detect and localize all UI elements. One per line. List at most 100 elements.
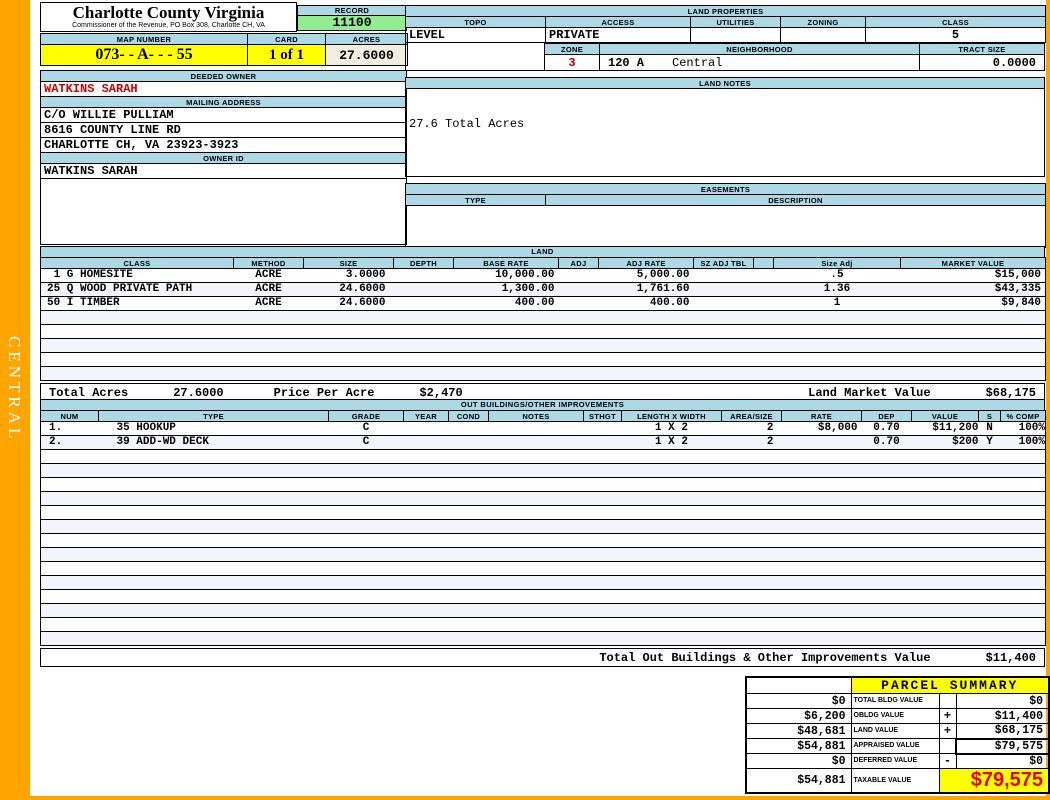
out-buildings-table: NUM TYPE GRADE YEAR COND NOTES STHGT LEN… (40, 410, 1046, 646)
parcel-summary-row: $6,200 OBLDG VALUE + $11,400 (745, 708, 1050, 724)
land-cell-size-adj: .5 (773, 268, 901, 283)
ob-col-num: NUM (40, 410, 99, 422)
tract-size-value: 0.0000 (919, 54, 1045, 71)
land-col-blank (753, 257, 774, 269)
land-col-size-adj: Size Adj (773, 257, 901, 269)
land-cell-base-rate: 400.00 (453, 296, 559, 311)
land-section-title: LAND (40, 246, 1045, 257)
ps-label: DEFERRED VALUE (850, 753, 940, 769)
ps-value: $79,575 (954, 737, 1050, 755)
easements-title: EASEMENTS (405, 183, 1046, 195)
owner-id-header: OWNER ID (40, 152, 407, 164)
land-cell-base-rate: 1,300.00 (453, 282, 559, 297)
ob-cell-area-size: 2 (721, 421, 782, 436)
ob-cell-notes (488, 421, 584, 436)
ob-col-sthgt: STHGT (583, 410, 622, 422)
empty-row (40, 477, 1046, 492)
empty-row (40, 352, 1046, 367)
land-notes-text: 27.6 Total Acres (405, 88, 1045, 177)
ps-label: OBLDG VALUE (850, 708, 940, 724)
ob-cell-year (403, 435, 449, 450)
ob-cell-dep: 0.70 (861, 435, 912, 450)
land-cell-depth (393, 296, 454, 311)
land-col-market-value: MARKET VALUE (900, 257, 1046, 269)
empty-row (40, 310, 1046, 325)
ps-prior-value: $48,681 (745, 723, 852, 739)
land-notes-table: LAND NOTES 27.6 Total Acres (405, 77, 1045, 177)
land-cell-adj (558, 282, 599, 297)
ob-cell-grade: C (328, 421, 404, 436)
out-buildings-total-row: Total Out Buildings & Other Improvements… (40, 648, 1045, 667)
land-market-value-label: Land Market Value (808, 385, 931, 400)
ob-cell-type: 35 HOOKUP (98, 421, 329, 436)
land-cell-method: ACRE (233, 282, 304, 297)
ps-prior-value: $0 (745, 753, 852, 769)
utilities-label: UTILITIES (690, 16, 781, 28)
land-market-value: $68,175 (985, 385, 1036, 400)
ob-cell-grade: C (328, 435, 404, 450)
ps-prior-value: $54,881 (745, 738, 852, 754)
empty-row (40, 561, 1046, 576)
ps-value: $68,175 (955, 723, 1050, 739)
ps-value: $0 (955, 753, 1050, 769)
empty-row (40, 324, 1046, 339)
acres-value: 27.6000 (325, 44, 408, 66)
land-properties-title: LAND PROPERTIES (404, 5, 1047, 17)
out-buildings-total-value: $11,400 (985, 650, 1036, 665)
zone-value: 3 (544, 54, 600, 71)
ob-cell-cond (448, 435, 489, 450)
neighborhood-code: 120 A (608, 55, 645, 70)
address-line: 8616 COUNTY LINE RD (40, 122, 407, 138)
ob-cell-length-width: 1 X 2 (621, 435, 722, 450)
zoning-value (780, 27, 866, 43)
empty-row (40, 603, 1046, 618)
neighborhood-label: NEIGHBORHOOD (599, 43, 920, 55)
empty-row (40, 617, 1046, 632)
land-cell-market-value: $9,840 (900, 296, 1046, 311)
land-properties-table: LAND PROPERTIES TOPO ACCESS UTILITIES ZO… (404, 5, 1047, 43)
empty-row (40, 491, 1046, 506)
empty-row (40, 338, 1046, 353)
empty-row (40, 575, 1046, 590)
property-record-card: Charlotte County Virginia Commissioner o… (30, 0, 1050, 796)
land-cell-blank (753, 282, 774, 297)
owner-id-value: WATKINS SARAH (40, 163, 407, 179)
land-totals-row: Total Acres 27.6000 Price Per Acre $2,47… (40, 383, 1045, 402)
deeded-owner-value: WATKINS SARAH (40, 81, 407, 97)
map-number-table: MAP NUMBER CARD ACRES 073- - A- - - 55 1… (40, 33, 408, 66)
record-box: RECORD 11100 (297, 5, 407, 32)
zoning-label: ZONING (780, 16, 866, 28)
ob-cell-num: 1. (40, 421, 99, 436)
county-subtitle: Commissioner of the Revenue, PO Box 308,… (72, 22, 265, 29)
access-value: PRIVATE (545, 27, 691, 43)
ob-cell-num: 2. (40, 435, 99, 450)
land-cell-size-adj: 1 (773, 296, 901, 311)
taxable-prior-value: $54,881 (745, 768, 852, 794)
land-cell-base-rate: 10,000.00 (453, 268, 559, 283)
card-value: 1 of 1 (247, 44, 326, 66)
deeded-owner-header: DEEDED OWNER (40, 70, 407, 82)
out-buildings-title: OUT BUILDINGS/OTHER IMPROVEMENTS (40, 399, 1045, 410)
ps-prior-value: $0 (745, 693, 852, 709)
ob-col-notes: NOTES (488, 410, 584, 422)
land-col-sz-adj-tbl: SZ ADJ TBL (693, 257, 754, 269)
empty-row (40, 631, 1046, 646)
map-number-value: 073- - A- - - 55 (40, 44, 248, 66)
zone-label: ZONE (544, 43, 600, 55)
land-cell-blank (753, 268, 774, 283)
county-title: Charlotte County Virginia (72, 3, 265, 22)
land-cell-sz-adj-tbl (693, 282, 754, 297)
land-cell-adj-rate: 400.00 (598, 296, 694, 311)
ps-value: $0 (955, 693, 1050, 709)
card-label: CARD (247, 33, 326, 45)
parcel-summary-table: PARCEL SUMMARY $0 TOTAL BLDG VALUE $0 $6… (745, 676, 1050, 794)
ob-cell-value: $200 (911, 435, 979, 450)
ob-cell-s: N (978, 421, 1001, 436)
taxable-value-row: $54,881 TAXABLE VALUE $79,575 (745, 768, 1050, 794)
land-col-depth: DEPTH (393, 257, 454, 269)
land-cell-size-adj: 1.36 (773, 282, 901, 297)
land-cell-class: 25 Q WOOD PRIVATE PATH (40, 282, 234, 297)
ps-operator: - (938, 753, 957, 769)
ob-cell-dep: 0.70 (861, 421, 912, 436)
ob-col-length-width: LENGTH X WIDTH (621, 410, 722, 422)
